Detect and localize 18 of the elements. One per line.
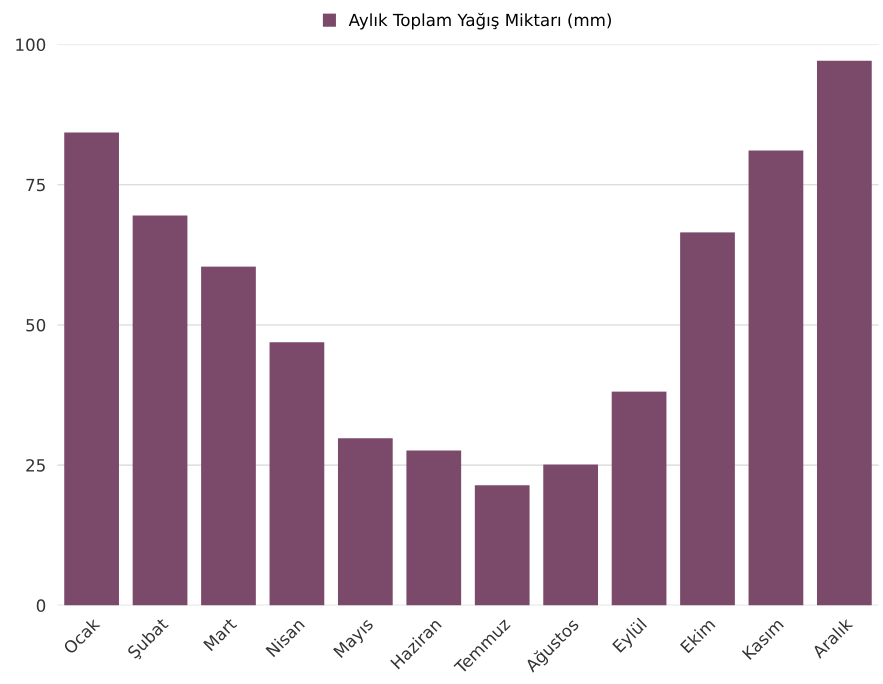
bar (270, 342, 324, 606)
y-tick-label: 75 (26, 178, 45, 192)
y-tick-label: 50 (26, 318, 46, 332)
bar (64, 132, 119, 606)
y-tick-label: 0 (36, 599, 46, 612)
y-tick-label: 100 (16, 38, 46, 52)
bar (748, 150, 804, 606)
bar (816, 60, 872, 606)
bar (132, 216, 188, 606)
bar (338, 438, 393, 606)
bar (406, 450, 462, 606)
bar (201, 266, 256, 606)
bar (612, 392, 666, 606)
bar (543, 464, 598, 606)
legend-label: Aylık Toplam Yağış Miktarı (mm) (348, 12, 611, 30)
bar (474, 485, 530, 606)
bar (680, 232, 735, 606)
y-tick-label: 25 (26, 459, 45, 472)
